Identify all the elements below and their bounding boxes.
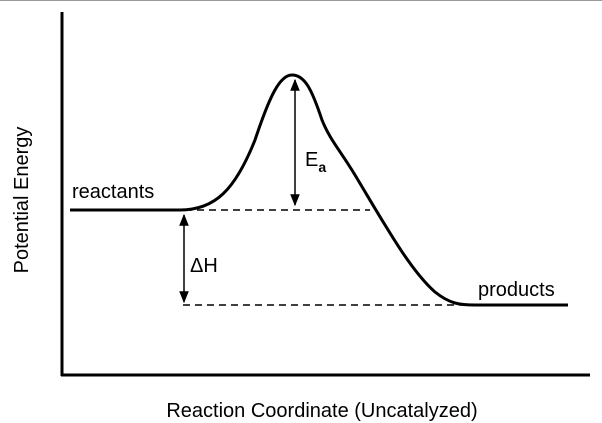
y-axis-label: Potential Energy [11, 127, 33, 274]
ea-subscript: a [318, 159, 326, 175]
dh-label: ΔH [190, 255, 218, 277]
energy-curve [70, 73, 568, 307]
reactants-label: reactants [72, 181, 154, 203]
ea-label: Ea [305, 149, 326, 175]
x-axis-label: Reaction Coordinate (Uncatalyzed) [166, 400, 477, 422]
products-label: products [478, 279, 555, 301]
ea-symbol: E [305, 149, 318, 171]
